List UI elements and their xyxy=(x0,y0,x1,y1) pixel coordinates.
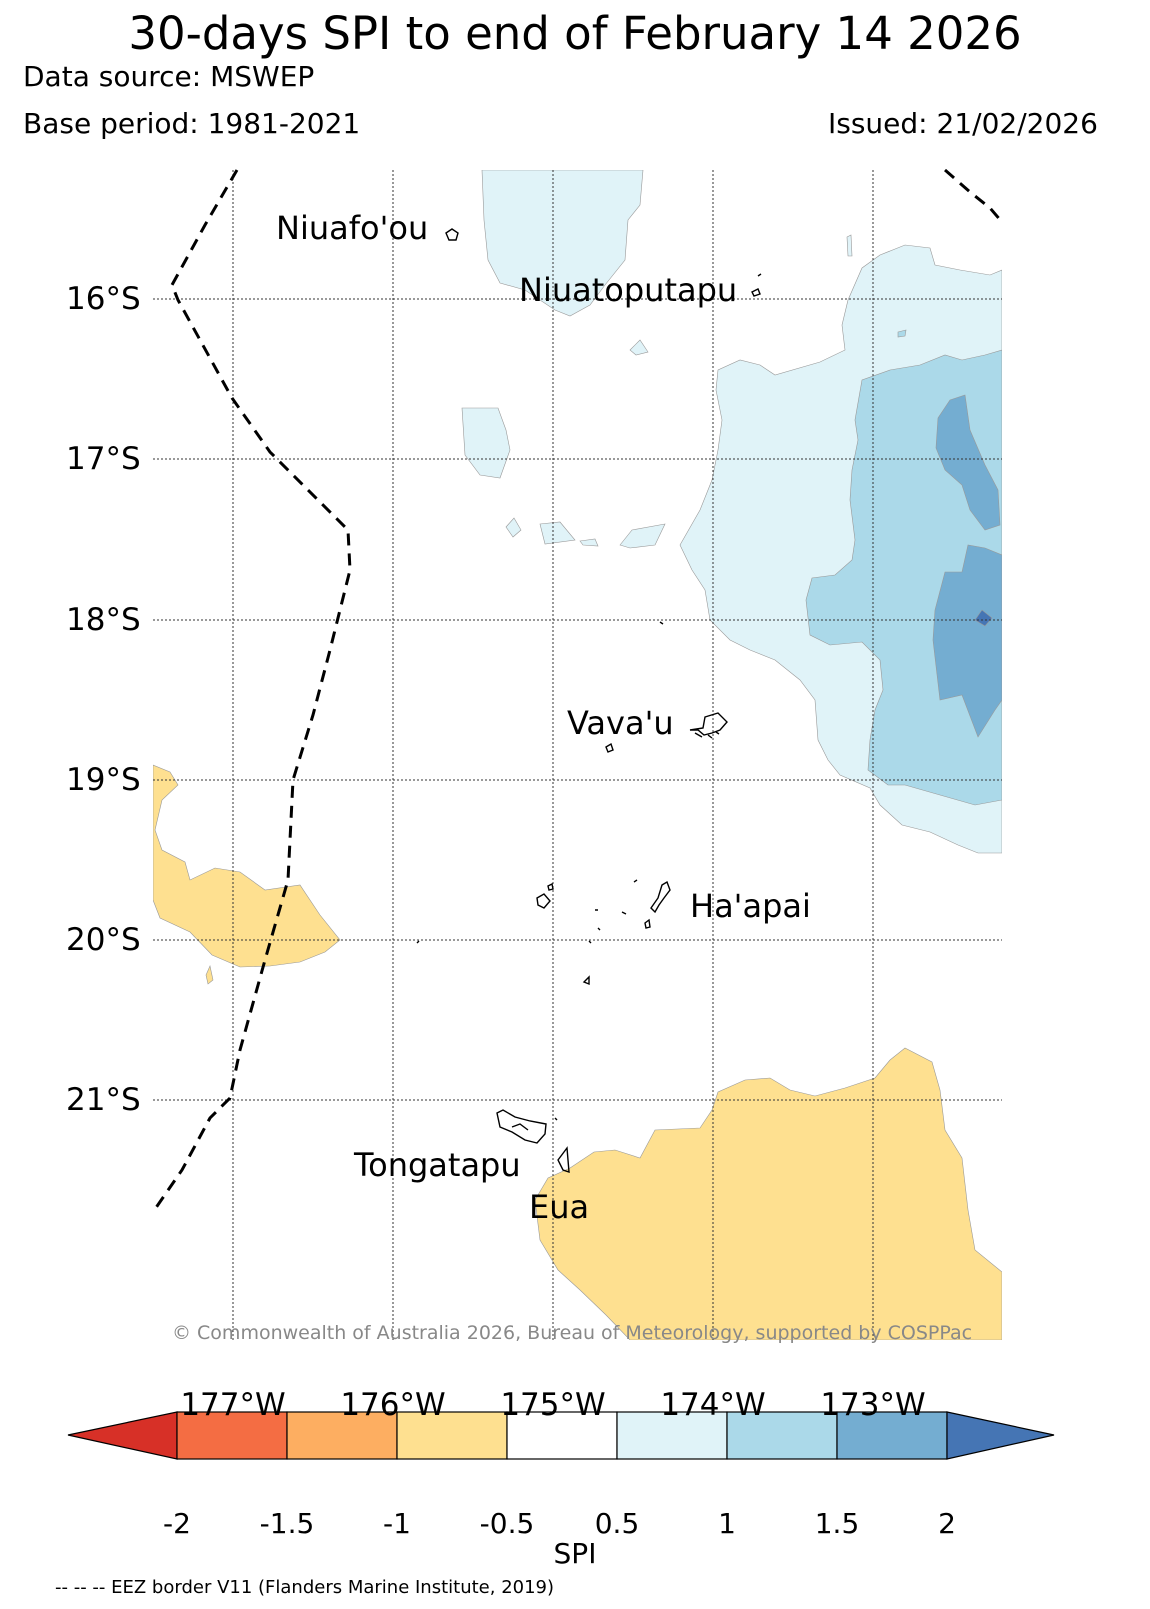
gridlines xyxy=(153,170,1002,1340)
vavau-island xyxy=(689,712,728,736)
lon-label-175w: 175°W xyxy=(500,1387,606,1423)
spi-wet-north xyxy=(481,170,644,317)
lat-label-20s: 20°S xyxy=(66,922,141,958)
colorbar-tick: 2 xyxy=(938,1507,956,1540)
map-title: 30-days SPI to end of February 14 2026 xyxy=(128,7,1022,60)
lon-label-176w: 176°W xyxy=(340,1387,446,1423)
eez-border xyxy=(151,168,1004,1213)
spi-wet-peak xyxy=(974,609,993,627)
tongatapu-island xyxy=(496,1109,547,1144)
data-source: Data source: MSWEP xyxy=(23,60,315,93)
colorbar-tick: 1 xyxy=(718,1507,736,1540)
colorbar-tick: 1.5 xyxy=(814,1507,860,1540)
colorbar-tick: -1.5 xyxy=(259,1507,315,1540)
colorbar-tick: 0.5 xyxy=(594,1507,640,1540)
lat-label-21s: 21°S xyxy=(66,1082,141,1118)
niuatoputapu-island xyxy=(751,288,761,297)
colorbar-extend-high xyxy=(946,1411,1055,1460)
place-niuatoputapu: Niuatoputapu xyxy=(519,271,738,309)
island-outlines xyxy=(416,228,762,1173)
colorbar xyxy=(67,1411,1055,1460)
spi-field xyxy=(153,170,1002,1340)
copyright-notice: © Commonwealth of Australia 2026, Bureau… xyxy=(172,1322,973,1344)
colorbar-tick: -2 xyxy=(163,1507,191,1540)
spi-dry-west xyxy=(153,764,341,968)
place-haapai: Ha'apai xyxy=(690,887,811,925)
niuafoou-island xyxy=(445,228,459,241)
place-vavau: Vava'u xyxy=(567,704,674,742)
lon-label-174w: 174°W xyxy=(660,1387,766,1423)
lat-label-16s: 16°S xyxy=(66,281,141,317)
issued-date: Issued: 21/02/2026 xyxy=(828,107,1098,140)
place-niuafoou: Niuafo'ou xyxy=(276,209,429,247)
lat-label-17s: 17°S xyxy=(66,441,141,477)
spi-wet-high-south xyxy=(932,544,1002,738)
colorbar-tick: -1 xyxy=(383,1507,411,1540)
place-tongatapu: Tongatapu xyxy=(354,1146,521,1184)
colorbar-tick: -0.5 xyxy=(479,1507,535,1540)
lon-label-177w: 177°W xyxy=(180,1387,286,1423)
lat-label-18s: 18°S xyxy=(66,602,141,638)
base-period: Base period: 1981-2021 xyxy=(23,107,361,140)
colorbar-label: SPI xyxy=(553,1537,597,1570)
spi-wet-high-north xyxy=(935,394,1001,531)
lon-label-173w: 173°W xyxy=(820,1387,926,1423)
haapai-islands xyxy=(536,893,551,909)
place-eua: Eua xyxy=(529,1188,590,1226)
eez-legend-note: -- -- -- EEZ border V11 (Flanders Marine… xyxy=(55,1577,555,1598)
eua-island xyxy=(557,1146,570,1173)
spi-dry-islet xyxy=(205,965,214,985)
spi-dry-south xyxy=(534,1047,1002,1340)
lat-label-19s: 19°S xyxy=(66,762,141,798)
